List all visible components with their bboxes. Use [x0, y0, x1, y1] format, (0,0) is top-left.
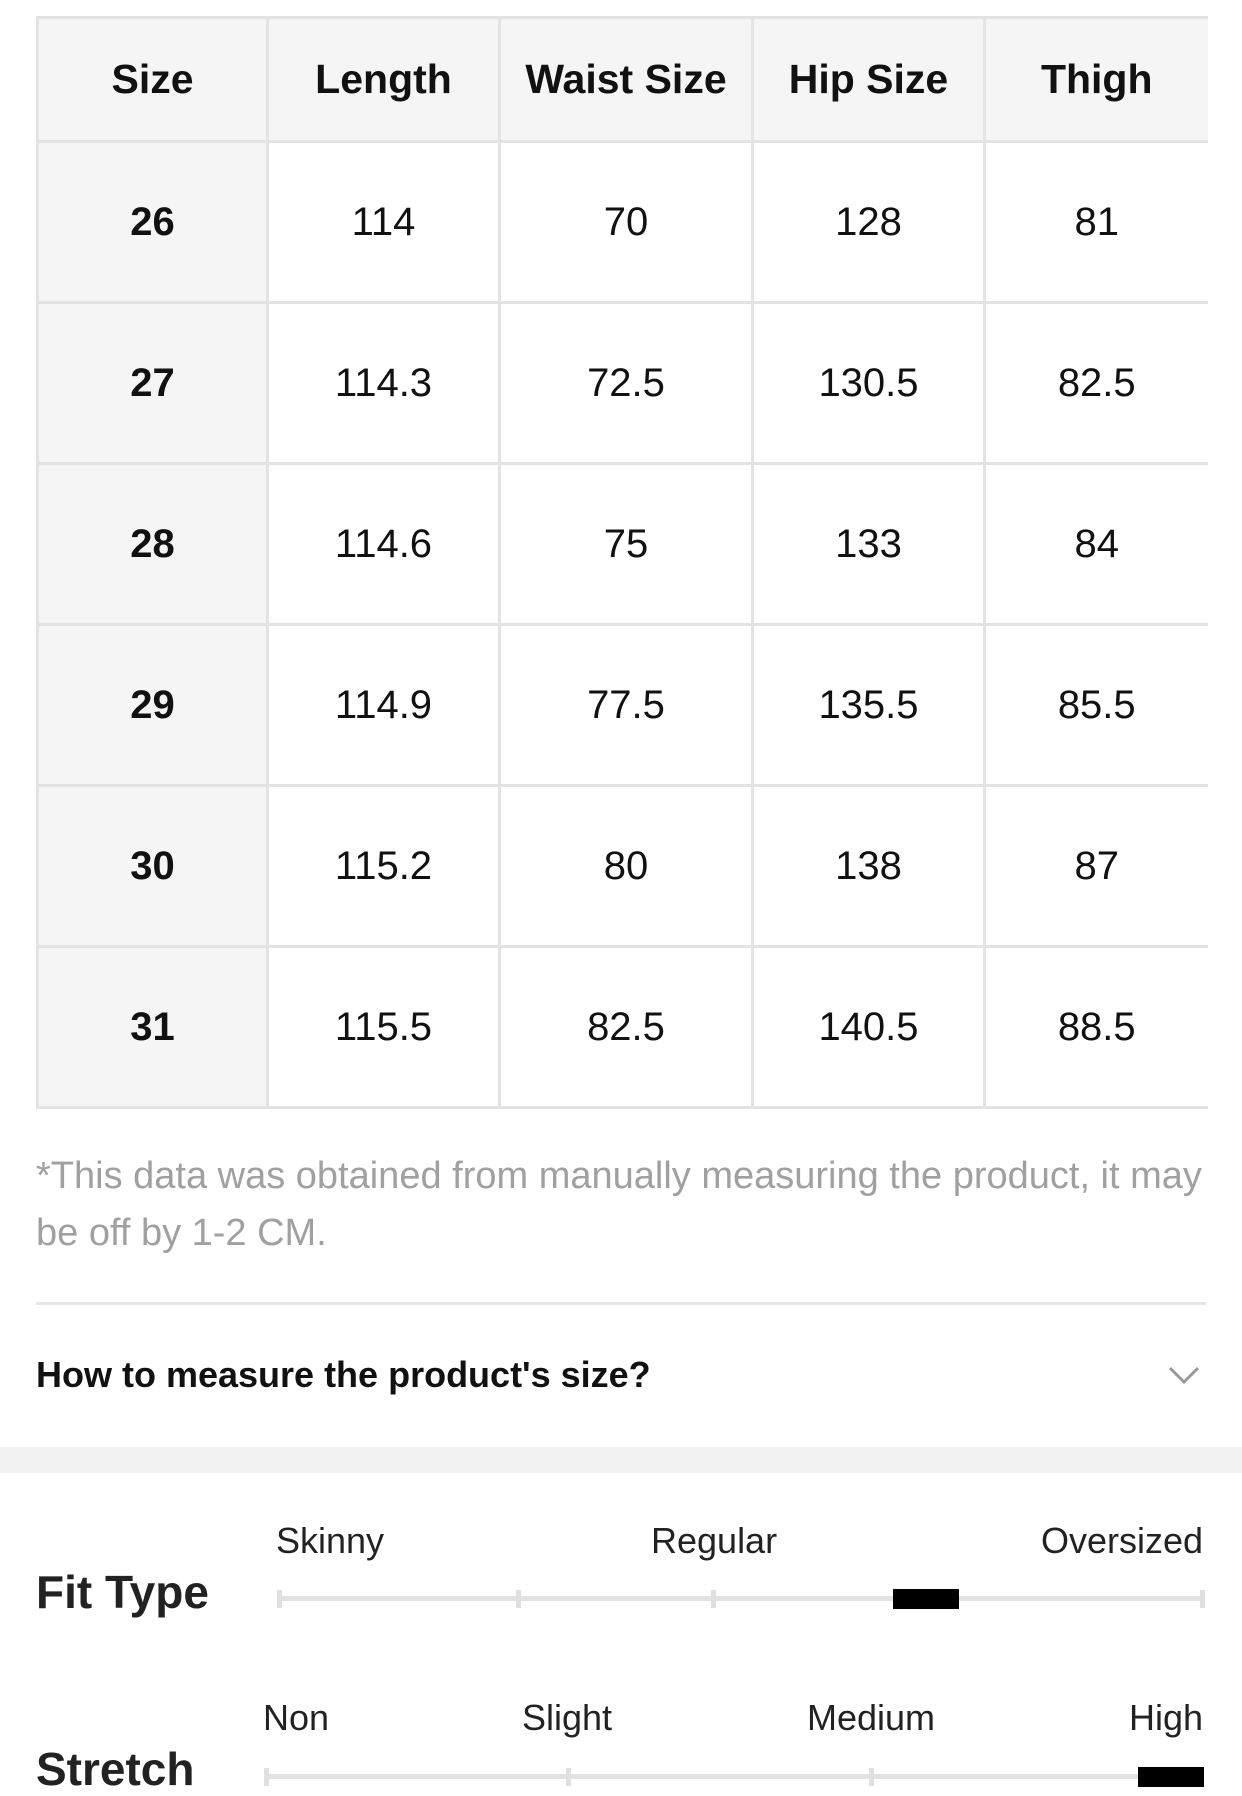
- size-cell: 26: [36, 140, 269, 304]
- stretch-option-slight: Slight: [522, 1697, 613, 1738]
- stretch-option-high: High: [1129, 1697, 1204, 1738]
- hip-cell: 133: [751, 462, 986, 626]
- stretch-tick: [264, 1768, 269, 1786]
- thigh-cell: 87: [983, 784, 1208, 948]
- thigh-cell: 85.5: [983, 623, 1208, 787]
- fit-option-oversized: Oversized: [1041, 1520, 1204, 1561]
- stretch-tick: [869, 1768, 874, 1786]
- stretch-tick: [566, 1768, 571, 1786]
- table-row: 27 114.3 72.5 130.5 82.5: [36, 301, 1208, 465]
- hip-cell: 128: [751, 140, 986, 304]
- length-cell: 114.9: [266, 623, 501, 787]
- header-thigh: Thigh: [983, 16, 1208, 143]
- header-waist-size: Waist Size: [498, 16, 754, 143]
- chevron-down-icon[interactable]: [1164, 1355, 1204, 1395]
- waist-cell: 82.5: [498, 945, 754, 1109]
- waist-cell: 72.5: [498, 301, 754, 465]
- table-row: 28 114.6 75 133 84: [36, 462, 1208, 626]
- waist-cell: 70: [498, 140, 754, 304]
- thigh-cell: 81: [983, 140, 1208, 304]
- stretch-label: Stretch: [36, 1743, 195, 1795]
- fit-type-label: Fit Type: [36, 1566, 209, 1618]
- size-cell: 29: [36, 623, 269, 787]
- waist-cell: 75: [498, 462, 754, 626]
- size-chart-table: Size Length Waist Size Hip Size Thigh 26…: [36, 16, 1208, 1109]
- fit-tick: [516, 1590, 521, 1608]
- thigh-cell: 82.5: [983, 301, 1208, 465]
- header-length: Length: [266, 16, 501, 143]
- stretch-indicator: [1138, 1767, 1204, 1787]
- how-to-measure-toggle[interactable]: How to measure the product's size?: [36, 1335, 1206, 1415]
- thigh-cell: 88.5: [983, 945, 1208, 1109]
- fit-tick: [711, 1590, 716, 1608]
- table-row: 26 114 70 128 81: [36, 140, 1208, 304]
- size-cell: 31: [36, 945, 269, 1109]
- length-cell: 115.2: [266, 784, 501, 948]
- size-cell: 27: [36, 301, 269, 465]
- hip-cell: 140.5: [751, 945, 986, 1109]
- stretch-option-medium: Medium: [807, 1697, 936, 1738]
- length-cell: 114: [266, 140, 501, 304]
- header-size: Size: [36, 16, 269, 143]
- size-cell: 28: [36, 462, 269, 626]
- hip-cell: 130.5: [751, 301, 986, 465]
- waist-cell: 77.5: [498, 623, 754, 787]
- thigh-cell: 84: [983, 462, 1208, 626]
- table-row: 29 114.9 77.5 135.5 85.5: [36, 623, 1208, 787]
- fit-option-skinny: Skinny: [276, 1520, 385, 1561]
- stretch-option-non: Non: [263, 1697, 330, 1738]
- measurement-disclaimer: *This data was obtained from manually me…: [36, 1155, 1202, 1254]
- section-separator-band: [0, 1447, 1242, 1473]
- table-row: 30 115.2 80 138 87: [36, 784, 1208, 948]
- section-divider: [36, 1302, 1206, 1305]
- header-hip-size: Hip Size: [751, 16, 986, 143]
- how-to-measure-title: How to measure the product's size?: [36, 1354, 651, 1395]
- stretch-track: [264, 1774, 1204, 1779]
- length-cell: 114.6: [266, 462, 501, 626]
- fit-option-regular: Regular: [651, 1520, 778, 1561]
- size-cell: 30: [36, 784, 269, 948]
- hip-cell: 135.5: [751, 623, 986, 787]
- waist-cell: 80: [498, 784, 754, 948]
- length-cell: 114.3: [266, 301, 501, 465]
- fit-tick: [1200, 1590, 1205, 1608]
- table-row: 31 115.5 82.5 140.5 88.5: [36, 945, 1208, 1109]
- fit-type-track: [277, 1596, 1204, 1601]
- fit-tick: [277, 1590, 282, 1608]
- length-cell: 115.5: [266, 945, 501, 1109]
- fit-type-indicator: [892, 1589, 959, 1609]
- hip-cell: 138: [751, 784, 986, 948]
- table-header-row: Size Length Waist Size Hip Size Thigh: [36, 16, 1208, 143]
